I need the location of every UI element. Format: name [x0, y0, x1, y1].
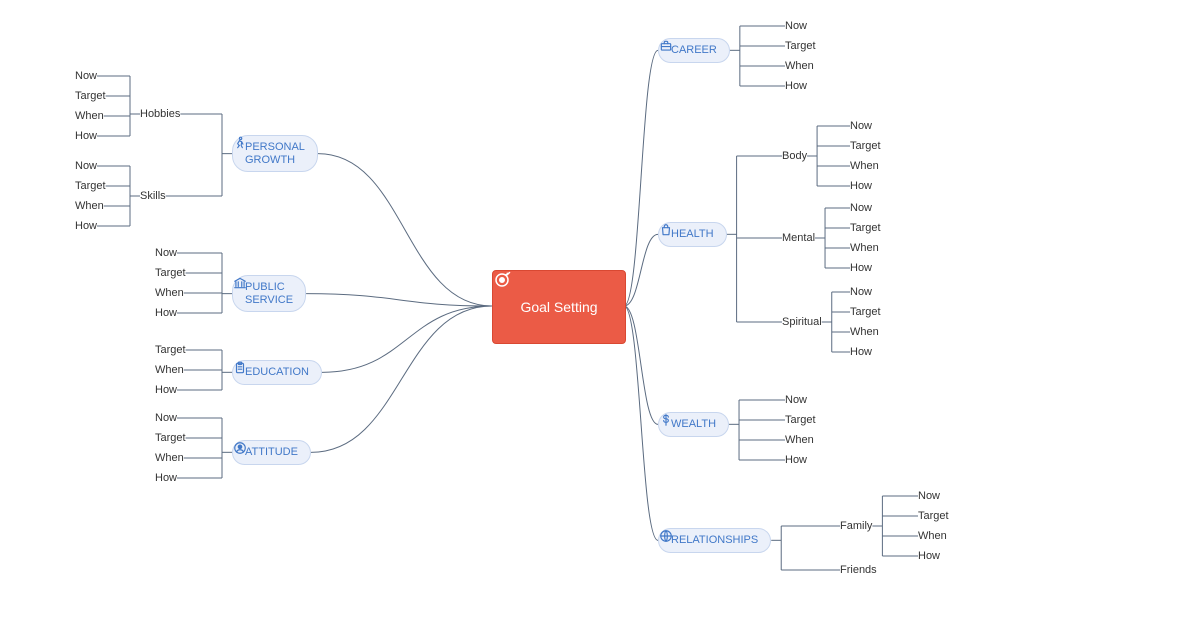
leaf-node[interactable]: Target	[75, 90, 106, 102]
leaf-node[interactable]: Target	[918, 510, 949, 522]
leaf-node[interactable]: Now	[918, 490, 940, 502]
leaf-node[interactable]: Now	[75, 70, 97, 82]
branch-label: PUBLICSERVICE	[245, 281, 293, 306]
central-node[interactable]: Goal Setting	[492, 270, 626, 344]
bag-icon	[659, 223, 673, 237]
branch-label: CAREER	[671, 44, 717, 57]
clipboard-icon	[233, 361, 247, 375]
leaf-node[interactable]: How	[155, 384, 177, 396]
leaf-node[interactable]: How	[850, 346, 872, 358]
leaf-node[interactable]: How	[75, 220, 97, 232]
sub-node[interactable]: Spiritual	[782, 316, 822, 328]
leaf-node[interactable]: How	[850, 262, 872, 274]
leaf-node[interactable]: When	[918, 530, 947, 542]
leaf-node[interactable]: Target	[155, 344, 186, 356]
branch-attitude[interactable]: ATTITUDE	[232, 440, 311, 465]
leaf-node[interactable]: How	[75, 130, 97, 142]
leaf-node[interactable]: When	[75, 200, 104, 212]
leaf-node[interactable]: When	[850, 326, 879, 338]
sub-node[interactable]: Family	[840, 520, 872, 532]
leaf-node[interactable]: When	[850, 160, 879, 172]
leaf-node[interactable]: Target	[785, 414, 816, 426]
dollar-icon	[659, 413, 673, 427]
branch-label: EDUCATION	[245, 366, 309, 379]
sub-node[interactable]: Skills	[140, 190, 166, 202]
leaf-node[interactable]: How	[155, 472, 177, 484]
leaf-node[interactable]: Now	[850, 286, 872, 298]
walk-icon	[233, 136, 247, 150]
branch-public[interactable]: PUBLICSERVICE	[232, 275, 306, 312]
leaf-node[interactable]: Now	[155, 412, 177, 424]
branch-wealth[interactable]: WEALTH	[658, 412, 729, 437]
leaf-node[interactable]: When	[155, 452, 184, 464]
leaf-node[interactable]: Target	[75, 180, 106, 192]
branch-health[interactable]: HEALTH	[658, 222, 727, 247]
leaf-node[interactable]: Target	[785, 40, 816, 52]
branch-label: PERSONALGROWTH	[245, 141, 305, 166]
central-label: Goal Setting	[520, 299, 597, 315]
target-icon	[493, 271, 511, 289]
sub-node[interactable]: Hobbies	[140, 108, 180, 120]
leaf-node[interactable]: Target	[850, 306, 881, 318]
branch-education[interactable]: EDUCATION	[232, 360, 322, 385]
sub-node[interactable]: Friends	[840, 564, 877, 576]
leaf-node[interactable]: Target	[155, 267, 186, 279]
sub-node[interactable]: Body	[782, 150, 807, 162]
briefcase-icon	[659, 39, 673, 53]
leaf-node[interactable]: How	[918, 550, 940, 562]
leaf-node[interactable]: Target	[155, 432, 186, 444]
leaf-node[interactable]: When	[75, 110, 104, 122]
institution-icon	[233, 276, 247, 290]
leaf-node[interactable]: Now	[785, 20, 807, 32]
branch-label: RELATIONSHIPS	[671, 534, 758, 547]
sub-node[interactable]: Mental	[782, 232, 815, 244]
leaf-node[interactable]: When	[850, 242, 879, 254]
branch-label: HEALTH	[671, 228, 714, 241]
leaf-node[interactable]: Target	[850, 140, 881, 152]
leaf-node[interactable]: Now	[75, 160, 97, 172]
leaf-node[interactable]: When	[785, 434, 814, 446]
branch-label: WEALTH	[671, 418, 716, 431]
leaf-node[interactable]: How	[785, 80, 807, 92]
leaf-node[interactable]: How	[850, 180, 872, 192]
leaf-node[interactable]: How	[155, 307, 177, 319]
branch-label: ATTITUDE	[245, 446, 298, 459]
leaf-node[interactable]: Now	[155, 247, 177, 259]
branch-personal[interactable]: PERSONALGROWTH	[232, 135, 318, 172]
leaf-node[interactable]: Now	[850, 202, 872, 214]
leaf-node[interactable]: How	[785, 454, 807, 466]
globe-icon	[659, 529, 673, 543]
leaf-node[interactable]: When	[785, 60, 814, 72]
leaf-node[interactable]: When	[155, 287, 184, 299]
branch-relationships[interactable]: RELATIONSHIPS	[658, 528, 771, 553]
leaf-node[interactable]: Now	[785, 394, 807, 406]
leaf-node[interactable]: Target	[850, 222, 881, 234]
person-icon	[233, 441, 247, 455]
leaf-node[interactable]: Now	[850, 120, 872, 132]
branch-career[interactable]: CAREER	[658, 38, 730, 63]
leaf-node[interactable]: When	[155, 364, 184, 376]
